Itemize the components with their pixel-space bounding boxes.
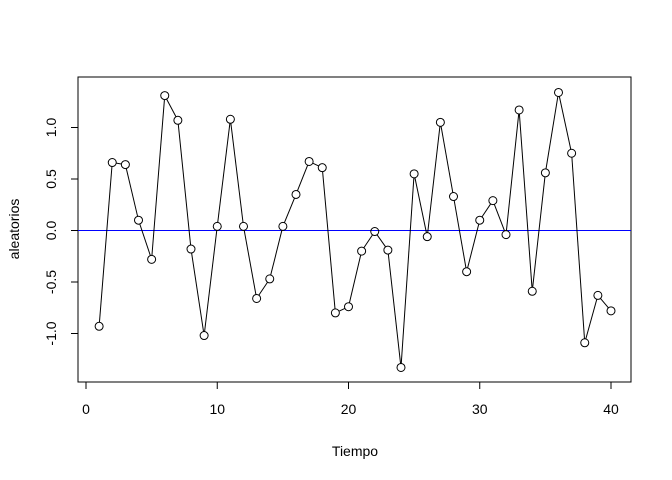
series-segment [125, 168, 139, 217]
data-point [160, 91, 170, 101]
data-point [409, 169, 419, 179]
series-segment [116, 162, 122, 165]
series-segment [453, 200, 467, 268]
series-segment [481, 203, 492, 218]
data-point [540, 168, 550, 178]
y-tick-label: 0.0 [43, 221, 59, 241]
x-tick-label: 30 [472, 401, 488, 417]
series-segment [230, 123, 244, 223]
data-point [501, 230, 511, 240]
series-segment [98, 166, 113, 323]
data-point [593, 290, 603, 300]
data-point [291, 189, 301, 199]
series-segment [600, 298, 609, 309]
plot-box [77, 76, 632, 383]
series-segment [518, 113, 533, 288]
series-segment [363, 234, 373, 249]
data-point [462, 267, 472, 277]
data-point [212, 221, 222, 231]
series-segment [166, 98, 177, 117]
data-point [475, 215, 485, 225]
series-segment [427, 126, 441, 233]
data-point [580, 338, 590, 348]
series-segment [532, 176, 546, 288]
series-segment [312, 162, 319, 167]
series-segment [338, 307, 346, 312]
series-segment [414, 177, 427, 233]
y-tick-label: -1.0 [43, 321, 59, 345]
data-point [527, 286, 537, 296]
data-point [357, 246, 367, 256]
data-point [120, 160, 130, 170]
data-point [554, 87, 563, 97]
y-tick-label: 1.0 [43, 118, 59, 138]
series-segment [243, 230, 257, 295]
data-point [225, 114, 235, 124]
series-segment [177, 124, 192, 246]
data-point [488, 196, 498, 206]
series-segment [376, 234, 386, 248]
series-segment [217, 123, 231, 223]
data-point [370, 227, 380, 237]
y-tick-label: -0.5 [43, 270, 59, 294]
series-segment [571, 157, 585, 339]
series-segment [258, 281, 268, 296]
data-point [186, 244, 196, 254]
data-point [344, 302, 353, 312]
series-segment [270, 230, 283, 276]
data-point [94, 321, 104, 331]
data-point [514, 105, 524, 115]
x-tick-label: 40 [603, 401, 619, 417]
x-axis-title: Tiempo [332, 443, 378, 459]
series-segment [440, 126, 454, 193]
series-segment [545, 96, 559, 169]
data-point [383, 245, 393, 255]
data-point [606, 306, 616, 316]
data-point [173, 115, 183, 125]
series-segment [585, 299, 598, 340]
series-segment [151, 99, 165, 256]
series-segment [505, 113, 520, 231]
data-point [422, 232, 432, 242]
series-segment [204, 230, 218, 332]
y-axis-title: aleatorios [6, 199, 22, 260]
y-axis: -1.0 -0.5 0.0 0.5 1.0 [43, 118, 79, 346]
series-segment [348, 254, 362, 303]
data-point [317, 163, 327, 173]
data-point [252, 293, 262, 303]
series-segment [322, 171, 336, 309]
series-segment [283, 197, 295, 223]
series-group [94, 87, 616, 372]
y-tick-label: 0.5 [43, 169, 59, 189]
x-tick-label: 0 [82, 401, 90, 417]
data-point [134, 215, 143, 225]
data-point [567, 148, 577, 158]
data-point [330, 308, 340, 318]
data-point [449, 192, 458, 202]
data-point [239, 221, 248, 231]
data-point [199, 331, 209, 341]
x-axis: 0 10 20 30 40 [82, 381, 619, 417]
series-segment [493, 204, 506, 232]
data-point [107, 158, 117, 168]
data-point [304, 156, 314, 166]
data-point [396, 362, 406, 372]
series-segment [297, 165, 309, 191]
series-segment [139, 223, 151, 256]
data-point [435, 117, 445, 127]
x-tick-label: 10 [209, 401, 225, 417]
series-segment [191, 252, 205, 332]
data-point [278, 221, 288, 231]
data-point [147, 254, 157, 264]
series-segment [467, 223, 480, 268]
series-segment [387, 253, 402, 364]
series-segment [558, 96, 572, 150]
series-segment [400, 177, 415, 364]
x-tick-label: 20 [341, 401, 357, 417]
data-point [265, 274, 275, 284]
